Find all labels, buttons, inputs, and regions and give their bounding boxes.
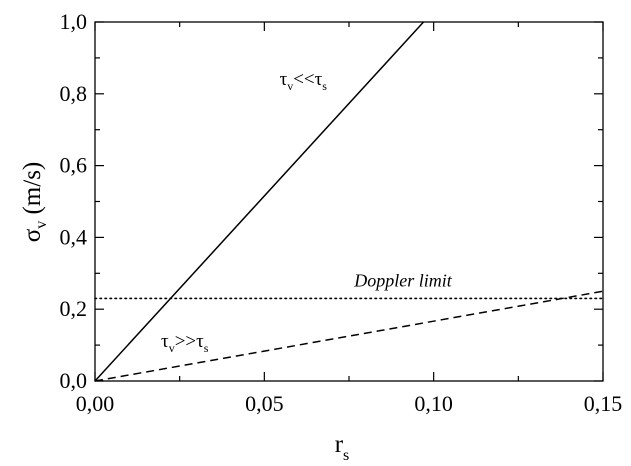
- x-axis-label-subscript: s: [343, 447, 349, 464]
- solid-series-line: [94, 21, 425, 382]
- dashed-series-line: [94, 290, 604, 382]
- annotation-part: s: [204, 341, 209, 355]
- y-axis-label: σv (m/s): [19, 162, 50, 243]
- y-tick-label: 1,0: [60, 9, 88, 34]
- axis-ticks: [94, 21, 604, 382]
- x-tick-label: 0,05: [245, 391, 284, 416]
- annotation-part: <<: [293, 69, 314, 90]
- annotation-part: s: [322, 79, 327, 93]
- y-tick-label: 0,2: [60, 296, 88, 321]
- x-tick-label: 0,10: [414, 391, 453, 416]
- x-tick-label: 0,15: [584, 391, 623, 416]
- y-axis-label-symbol: σ: [19, 228, 46, 242]
- x-tick-label: 0,00: [76, 391, 115, 416]
- annotation-part: v: [169, 341, 175, 355]
- annotation-part: >>: [175, 331, 196, 352]
- x-axis-label-main: r: [335, 431, 344, 458]
- annotation-part: τ: [196, 331, 204, 352]
- x-axis-label: rs: [335, 431, 350, 464]
- y-tick-label: 0,6: [60, 153, 88, 178]
- y-axis-label-subscript: v: [33, 221, 50, 229]
- annotation-tau-less: τv<<τs: [280, 69, 328, 93]
- tick-labels: 0,00 0,05 0,10 0,15 0,0 0,2 0,4 0,6 0,8 1,0: [60, 9, 623, 416]
- annotation-tau-greater: τv>>τs: [161, 331, 209, 355]
- annotation-part: τ: [161, 331, 169, 352]
- series-lines: [94, 21, 604, 382]
- y-tick-label: 0,8: [60, 81, 88, 106]
- annotation-part: v: [287, 79, 293, 93]
- annotation-part: τ: [280, 69, 288, 90]
- y-axis-label-unit: (m/s): [19, 162, 46, 221]
- y-tick-label: 0,0: [60, 368, 88, 393]
- annotation-part: τ: [315, 69, 323, 90]
- doppler-limit-label: Doppler limit: [353, 270, 452, 290]
- y-tick-label: 0,4: [60, 224, 88, 249]
